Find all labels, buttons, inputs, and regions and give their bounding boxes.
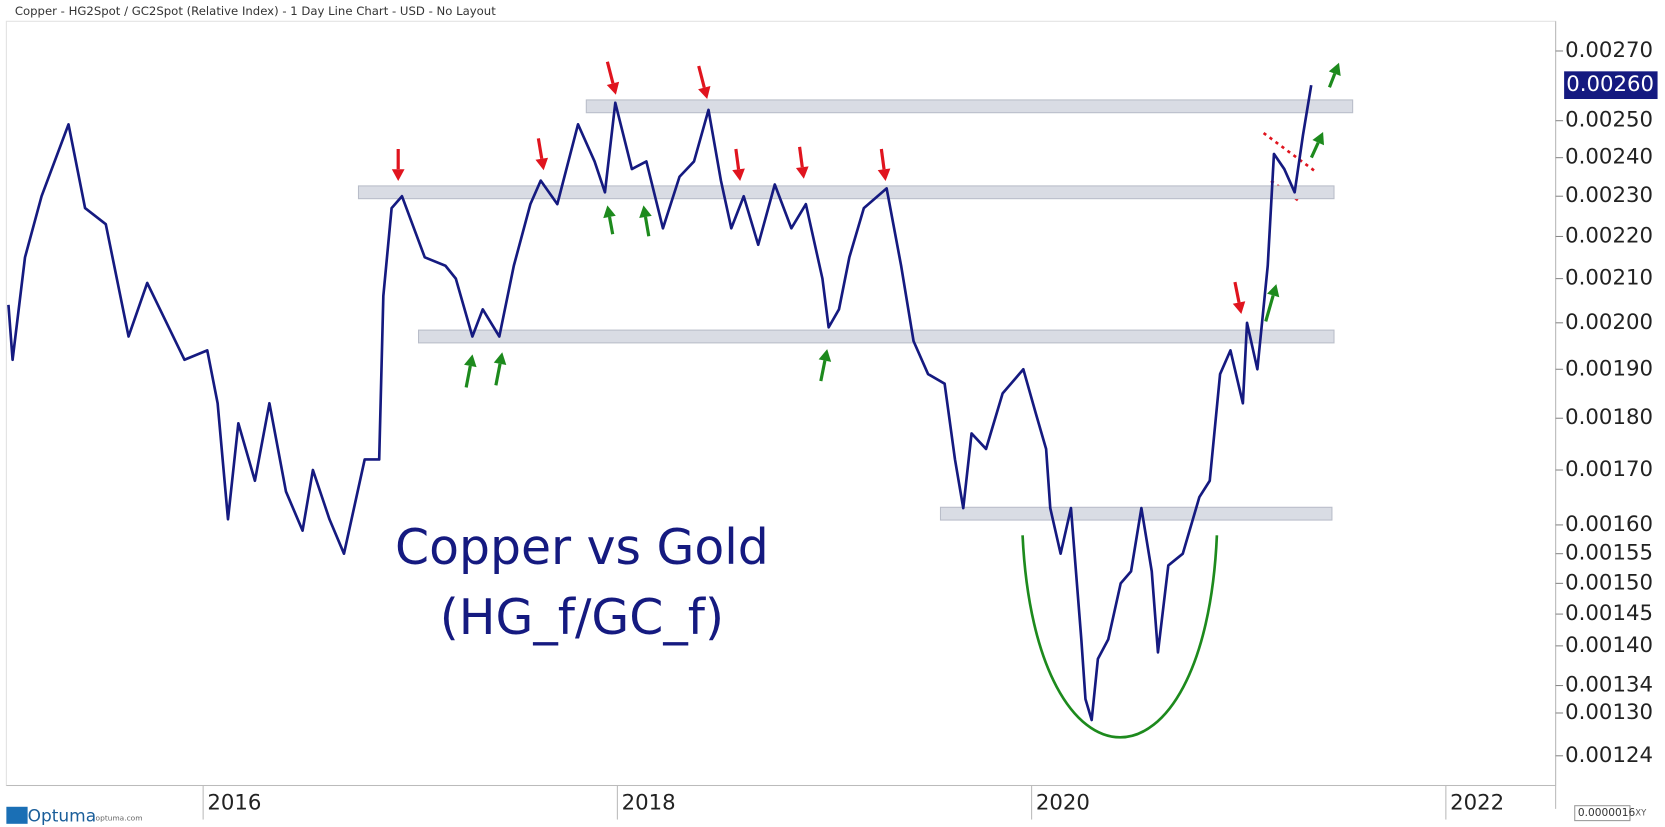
arrow-shaft [734,148,741,170]
annotation: Copper vs Gold [395,519,769,576]
level-band [357,185,1335,200]
price-line [7,84,1313,722]
arrow-shaft [1233,281,1241,303]
y-tick-label: 0.00200 [1565,310,1653,335]
arrow-head [391,169,405,181]
arrow-head [603,205,616,219]
y-tick-label: 0.00130 [1565,700,1653,725]
y-tick-label: 0.00140 [1565,633,1653,658]
arrow-head [698,86,711,99]
arrow-shaft [697,65,706,89]
arrow-head [732,168,745,181]
arrow-shaft [643,216,651,237]
y-tick-label: 0.00150 [1565,570,1653,595]
arrow-shaft [605,61,615,84]
scale-mode[interactable]: XY [1635,809,1647,819]
y-tick-label: 0.00160 [1565,512,1653,537]
y-tick-label: 0.00145 [1565,601,1653,626]
arrow-head [639,205,652,219]
arrow-head [1328,62,1341,77]
y-tick-label: 0.00124 [1565,743,1653,768]
arrow-head [1312,131,1325,146]
y-tick-label: 0.00240 [1565,145,1653,170]
arrow-head [818,349,832,362]
arrow-head [493,352,507,366]
annotation: (HG_f/GC_f) [440,589,724,646]
arrow-shaft [494,363,502,386]
chart-title: Copper - HG2Spot / GC2Spot (Relative Ind… [15,4,496,18]
scale-box-text: 0.0000016 [1578,806,1636,819]
arrow-head [877,168,891,181]
arrow-shaft [607,216,615,235]
y-tick-label: 0.00210 [1565,266,1653,291]
arrow-shaft [819,360,827,382]
y-tick-label: 0.00230 [1565,183,1653,208]
logo-icon [6,806,28,824]
y-tick-label: 0.00270 [1565,38,1653,63]
last-value-box [1564,71,1658,100]
arrow-head [1267,284,1280,298]
level-band [418,329,1335,344]
level-band [585,99,1354,114]
level-band [939,506,1333,521]
y-tick-label: 0.00170 [1565,457,1653,482]
y-tick-label: 0.00250 [1565,108,1653,133]
flag-line [1262,131,1318,174]
arrow-head [464,354,477,368]
arrow-shaft [879,148,886,170]
arrow-shaft [798,146,804,168]
arrow-shaft [1309,141,1320,159]
arrow-head [535,157,549,171]
arrow-shaft [1264,295,1275,322]
arrow-shaft [464,365,472,388]
y-tick-label: 0.00134 [1565,673,1653,698]
x-tick-label: 2016 [207,791,261,816]
y-tick-label: 0.00155 [1565,541,1653,566]
logo: Optuma [28,806,97,826]
y-tick-label: 0.00190 [1565,356,1653,381]
last-value-label: 0.00260 [1566,72,1654,97]
arrow-head [795,166,809,179]
y-tick-label: 0.00180 [1565,405,1653,430]
scale-box[interactable] [1574,805,1631,822]
arrow-head [606,81,620,95]
y-tick-label: 0.00220 [1565,223,1653,248]
arrow-shaft [536,138,544,160]
arrow-shaft [1327,73,1337,88]
cup-curve [1021,535,1219,739]
x-tick-label: 2022 [1450,791,1504,816]
x-tick-label: 2018 [622,791,676,816]
arrow-head [1232,301,1246,314]
x-tick-label: 2020 [1036,791,1090,816]
logo-url: optuma.com [96,813,143,822]
